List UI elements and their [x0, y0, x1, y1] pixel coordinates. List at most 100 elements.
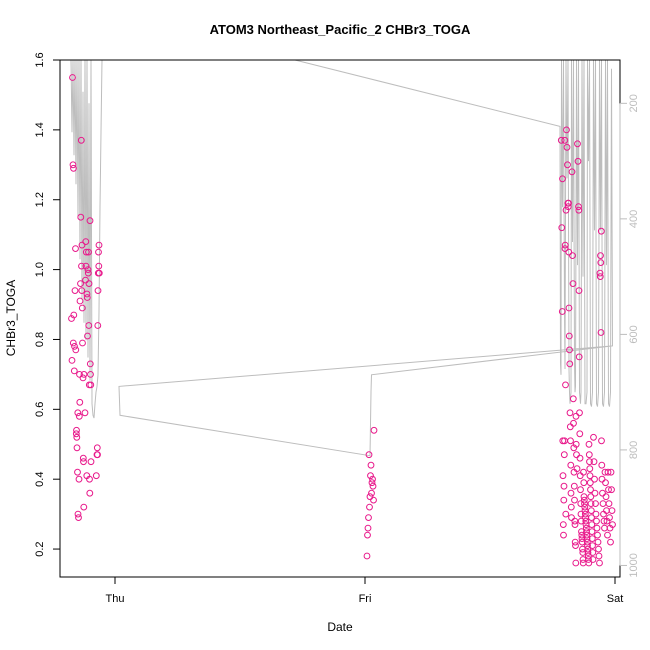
data-point	[571, 496, 578, 504]
data-point	[586, 458, 593, 466]
data-point	[74, 409, 82, 417]
data-point	[81, 409, 89, 417]
data-point	[573, 451, 580, 459]
x-axis-label: Date	[327, 620, 353, 634]
data-point	[572, 559, 580, 567]
data-point	[589, 549, 597, 556]
data-point	[591, 475, 598, 483]
data-point	[365, 451, 373, 459]
data-point	[368, 489, 375, 497]
data-point	[75, 514, 82, 521]
data-point	[589, 542, 596, 549]
data-point	[563, 126, 570, 134]
data-point	[80, 503, 88, 511]
y-tick-label: 1.0	[34, 262, 46, 277]
data-point	[567, 489, 575, 497]
data-point	[569, 280, 577, 288]
data-point	[70, 311, 78, 319]
data-point	[576, 454, 584, 462]
data-point	[587, 486, 594, 494]
data-point	[560, 531, 567, 539]
data-point	[93, 444, 101, 452]
right-tick-label: 600	[628, 325, 640, 343]
data-point	[590, 458, 598, 466]
data-point	[569, 395, 577, 403]
data-point	[74, 510, 82, 518]
data-point	[601, 524, 608, 532]
data-point	[562, 510, 570, 518]
data-point	[562, 381, 569, 389]
data-point	[586, 465, 594, 473]
data-point	[559, 521, 567, 528]
data-point	[588, 514, 595, 521]
data-point	[609, 521, 616, 528]
data-point	[593, 517, 600, 525]
data-point	[564, 203, 572, 211]
data-point	[69, 74, 76, 81]
data-point	[78, 262, 85, 270]
data-point	[74, 468, 81, 476]
y-tick-label: 1.6	[34, 52, 46, 67]
data-point	[70, 367, 78, 375]
data-point	[73, 444, 81, 452]
data-point	[588, 528, 596, 535]
data-point	[561, 136, 569, 144]
data-point	[75, 412, 83, 420]
data-point	[595, 545, 602, 553]
data-point	[559, 472, 567, 480]
data-point	[577, 510, 585, 518]
data-point	[574, 157, 582, 165]
x-tick-label: Fri	[359, 593, 372, 605]
data-point	[92, 472, 100, 480]
data-point	[581, 507, 589, 515]
right-tick-label: 1000	[628, 553, 640, 577]
data-point	[558, 224, 566, 232]
y-tick-label: 0.4	[34, 472, 46, 487]
data-point	[564, 161, 571, 169]
data-point	[370, 496, 377, 504]
data-point	[80, 458, 87, 466]
data-point	[585, 451, 593, 459]
data-point	[72, 430, 80, 438]
data-point	[95, 248, 102, 256]
data-point	[576, 409, 583, 417]
data-point	[86, 489, 94, 497]
data-point	[575, 353, 583, 361]
data-point	[598, 475, 606, 483]
data-point	[590, 433, 597, 441]
data-point	[580, 479, 588, 487]
data-point	[85, 280, 93, 288]
data-point	[588, 535, 596, 542]
data-point	[95, 269, 103, 277]
data-point	[596, 559, 603, 567]
data-point	[587, 500, 595, 508]
data-point	[559, 175, 566, 183]
data-point	[370, 426, 378, 434]
data-point	[591, 489, 599, 497]
data-point	[581, 510, 589, 518]
data-point	[86, 360, 94, 368]
data-point	[596, 273, 604, 281]
data-point	[85, 322, 93, 329]
data-point	[573, 465, 581, 473]
data-point	[577, 500, 585, 508]
data-point	[576, 430, 584, 438]
data-point	[76, 398, 84, 406]
x-tick-label: Thu	[106, 593, 125, 605]
data-point	[569, 252, 576, 260]
data-point	[561, 245, 569, 253]
data-point	[78, 241, 86, 249]
data-point	[85, 248, 92, 256]
x-tick-label: Sat	[607, 593, 624, 605]
data-point	[585, 559, 593, 567]
data-point	[575, 203, 582, 211]
data-point	[568, 514, 575, 521]
data-point	[567, 461, 575, 469]
data-point	[75, 475, 83, 483]
data-point	[94, 287, 102, 295]
y-tick-label: 0.8	[34, 332, 46, 347]
data-point	[578, 531, 586, 539]
data-point	[607, 468, 615, 476]
data-point	[581, 503, 589, 511]
